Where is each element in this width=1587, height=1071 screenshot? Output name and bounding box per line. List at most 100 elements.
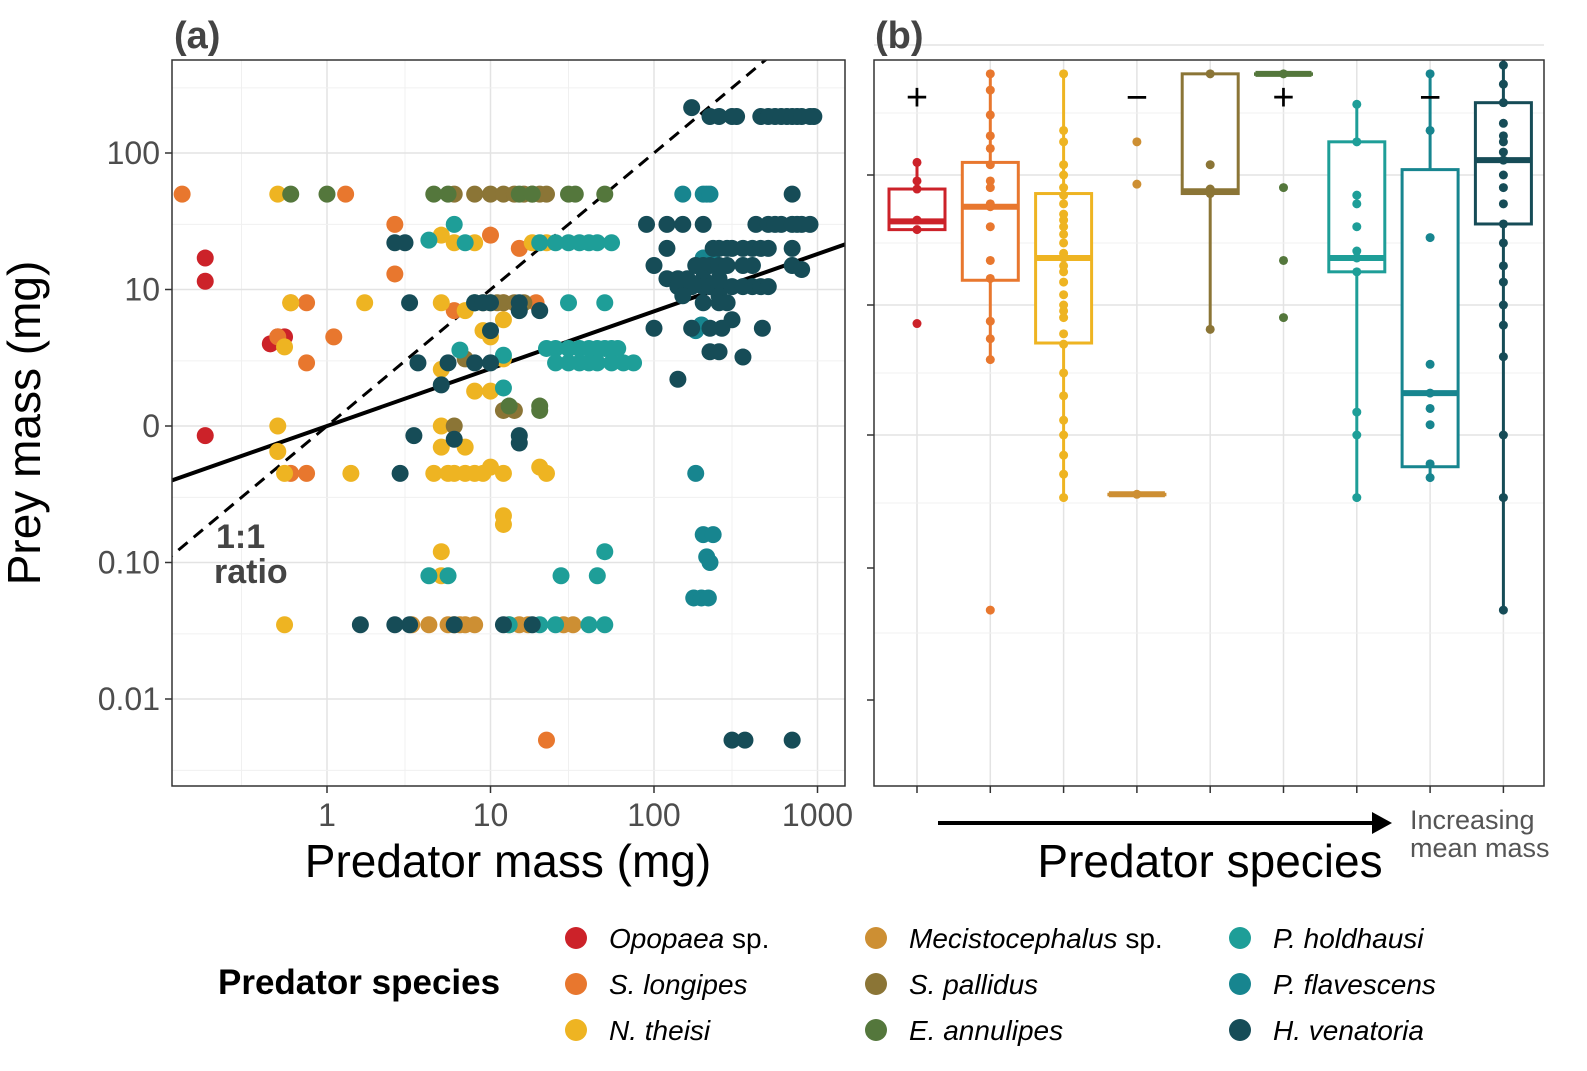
box-point xyxy=(985,110,995,120)
box-point xyxy=(1352,267,1362,277)
box-point xyxy=(912,215,922,225)
box-point xyxy=(912,176,922,186)
scatter-point xyxy=(674,185,692,203)
box-point xyxy=(1352,99,1362,109)
series-p-flavescens xyxy=(674,185,722,607)
scatter-point xyxy=(466,382,484,400)
box-point xyxy=(1425,459,1435,469)
box-point xyxy=(1059,493,1069,503)
box-point xyxy=(985,222,995,232)
panel-b-frame xyxy=(873,59,1545,787)
legend-label: Mecistocephalus sp. xyxy=(909,923,1163,954)
scatter-point xyxy=(564,616,582,634)
box-point xyxy=(1279,313,1288,323)
scatter-point xyxy=(196,272,214,290)
scatter-point xyxy=(531,302,549,320)
scatter-point xyxy=(531,234,549,252)
box-opopaea-sp- xyxy=(887,157,947,329)
scatter-point xyxy=(699,589,717,607)
box-point xyxy=(1059,339,1069,349)
series-h-venatoria xyxy=(351,99,823,749)
scatter-point xyxy=(276,338,294,356)
scatter-point xyxy=(537,185,555,203)
scatter-point xyxy=(466,616,484,634)
legend-title: Predator species xyxy=(218,963,500,1002)
scatter-point xyxy=(710,343,728,361)
box-point xyxy=(1352,246,1362,256)
scatter-point xyxy=(445,616,463,634)
box-point xyxy=(1132,137,1142,147)
scatter-point xyxy=(298,464,316,482)
scatter-point xyxy=(451,341,469,359)
scatter-point xyxy=(401,616,419,634)
scatter-point xyxy=(494,346,512,364)
box-point xyxy=(1205,324,1215,334)
scatter-point xyxy=(269,185,287,203)
box-point xyxy=(985,316,995,326)
scatter-point xyxy=(537,464,555,482)
scatter-point xyxy=(337,185,355,203)
box-point xyxy=(1059,69,1069,79)
legend-swatch xyxy=(1229,1019,1251,1041)
scatter-point xyxy=(386,265,404,283)
box-point xyxy=(1205,189,1215,199)
box-point xyxy=(1059,253,1069,263)
box-point xyxy=(912,157,922,167)
box-point xyxy=(1059,215,1069,225)
panel-a-frame xyxy=(171,59,846,787)
scatter-point xyxy=(723,731,741,749)
panel-a-letter: (a) xyxy=(174,15,220,57)
box-point xyxy=(1059,368,1069,378)
box-point xyxy=(1059,137,1069,147)
scatter-point xyxy=(386,215,404,233)
scatter-point xyxy=(669,370,687,388)
box-h-venatoria xyxy=(1473,30,1533,615)
scatter-point xyxy=(276,464,294,482)
scatter-point xyxy=(439,185,457,203)
box-point xyxy=(985,355,995,365)
box-point xyxy=(1499,30,1508,39)
scatter-point xyxy=(658,239,676,257)
significance-sign: − xyxy=(1419,77,1441,119)
scatter-point xyxy=(674,287,692,305)
box-point xyxy=(1498,277,1508,287)
scatter-point xyxy=(282,294,300,312)
legend-label: P. flavescens xyxy=(1273,969,1436,1000)
scatter-point xyxy=(173,185,191,203)
panel-a-grid xyxy=(172,60,845,786)
scatter-point xyxy=(325,328,343,346)
scatter-point xyxy=(710,108,728,126)
scatter-point xyxy=(783,731,801,749)
box-point xyxy=(1498,199,1508,209)
box-point xyxy=(1425,403,1435,413)
scatter-point xyxy=(728,108,746,126)
legend-label: S. pallidus xyxy=(909,969,1038,1000)
legend-item: Opopaea sp. xyxy=(565,923,769,954)
box-point xyxy=(1059,277,1069,287)
increasing-mass-arrowhead xyxy=(1372,812,1392,834)
scatter-point xyxy=(547,616,565,634)
box-point xyxy=(985,334,995,344)
box-point xyxy=(1352,190,1362,200)
legend-swatch xyxy=(565,927,587,949)
scatter-point xyxy=(547,339,565,357)
legend-label: E. annulipes xyxy=(909,1015,1063,1046)
scatter-point xyxy=(342,464,360,482)
box-point xyxy=(1059,469,1069,479)
x-tick-label: 100 xyxy=(627,797,680,833)
box-point xyxy=(1205,160,1215,170)
increasing-mass-note-line1: Increasing xyxy=(1410,805,1535,835)
box-point xyxy=(1498,430,1508,440)
scatter-point xyxy=(482,458,499,476)
scatter-point xyxy=(356,294,374,312)
scatter-point xyxy=(614,354,632,372)
scatter-point xyxy=(269,443,287,461)
scatter-point xyxy=(425,185,443,203)
box-point xyxy=(1059,160,1069,170)
scatter-point xyxy=(276,616,294,634)
panel-b-letter: (b) xyxy=(875,15,924,57)
scatter-point xyxy=(510,185,528,203)
scatter-point xyxy=(547,354,565,372)
box-point xyxy=(1132,489,1142,499)
scatter-point xyxy=(687,464,705,482)
